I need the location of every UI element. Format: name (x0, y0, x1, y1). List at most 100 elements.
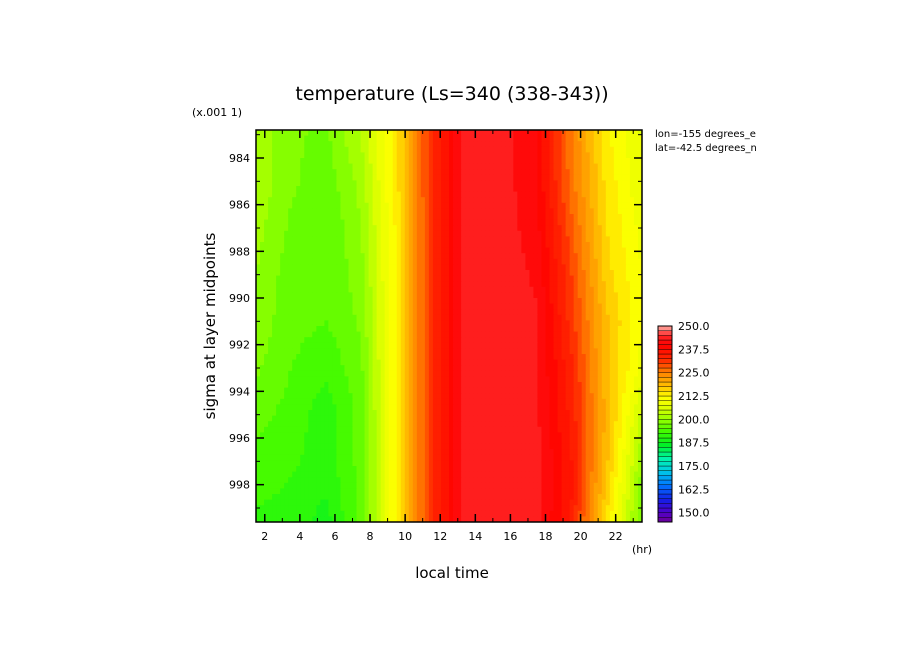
heat-cell (336, 152, 342, 159)
heat-cell (545, 359, 551, 366)
heat-cell (344, 158, 350, 165)
heat-cell (316, 298, 321, 305)
heat-cell (424, 286, 430, 293)
heat-cell (404, 191, 410, 198)
heat-cell (485, 393, 490, 400)
heat-cell (605, 292, 611, 299)
heat-cell (268, 180, 273, 187)
heat-cell (420, 258, 426, 265)
heat-cell (276, 219, 281, 226)
heat-cell (428, 331, 434, 338)
heat-cell (404, 275, 410, 282)
heat-cell (573, 242, 579, 249)
heat-cell (400, 158, 406, 165)
heat-cell (545, 348, 551, 355)
heat-cell (324, 152, 329, 159)
heat-cell (384, 309, 390, 316)
heat-cell (529, 415, 535, 422)
heat-cell (256, 415, 261, 422)
heat-cell (404, 298, 410, 305)
heat-cell (541, 404, 547, 411)
heat-cell (280, 370, 285, 377)
heat-cell (440, 163, 446, 170)
heat-cell (364, 202, 370, 209)
heat-cell (553, 208, 559, 215)
heat-cell (256, 393, 261, 400)
heat-cell (477, 208, 482, 215)
heat-cell (497, 169, 502, 176)
heat-cell (320, 275, 325, 282)
heat-cell (605, 326, 611, 333)
heat-cell (308, 186, 313, 193)
heat-cell (296, 376, 301, 383)
heat-cell (352, 398, 358, 405)
heat-cell (613, 152, 619, 159)
heat-cell (400, 242, 406, 249)
heat-cell (541, 298, 547, 305)
heat-cell (344, 292, 350, 299)
heat-cell (304, 354, 309, 361)
heat-cell (364, 158, 370, 165)
heat-cell (312, 376, 317, 383)
heat-cell (461, 202, 466, 209)
heat-cell (637, 337, 642, 344)
heat-cell (336, 404, 342, 411)
heat-cell (485, 264, 490, 271)
heat-cell (593, 236, 599, 243)
heat-cell (388, 208, 394, 215)
heat-cell (637, 208, 642, 215)
heat-cell (284, 146, 289, 153)
heat-cell (268, 387, 273, 394)
heat-cell (605, 135, 611, 142)
heat-cell (513, 359, 518, 366)
heat-cell (473, 404, 478, 411)
heat-cell (336, 354, 342, 361)
heat-cell (264, 298, 269, 305)
heat-cell (473, 298, 478, 305)
heat-cell (481, 169, 486, 176)
heat-cell (481, 219, 486, 226)
heat-cell (416, 303, 422, 310)
heat-cell (493, 270, 498, 277)
heat-cell (432, 404, 438, 411)
heat-cell (525, 275, 531, 282)
heat-cell (481, 314, 486, 321)
heat-cell (320, 169, 325, 176)
heat-cell (344, 337, 350, 344)
heat-cell (272, 169, 277, 176)
heat-cell (256, 331, 261, 338)
heat-cell (489, 230, 494, 237)
heat-cell (465, 191, 470, 198)
heat-cell (324, 253, 329, 260)
heat-cell (368, 410, 374, 417)
heat-cell (256, 326, 261, 333)
heat-cell (332, 387, 338, 394)
heat-cell (344, 202, 350, 209)
heat-cell (489, 253, 494, 260)
heat-cell (533, 342, 539, 349)
heat-cell (288, 387, 293, 394)
heat-cell (316, 326, 321, 333)
heat-cell (613, 298, 619, 305)
heat-cell (304, 242, 309, 249)
heat-cell (593, 404, 599, 411)
heat-cell (533, 298, 539, 305)
heat-cell (312, 242, 317, 249)
heat-cell (449, 230, 454, 237)
heat-cell (368, 314, 374, 321)
heat-cell (416, 398, 422, 405)
heat-cell (308, 253, 313, 260)
heat-cell (408, 387, 414, 394)
heat-cell (312, 298, 317, 305)
heat-cell (585, 387, 591, 394)
heat-cell (360, 370, 366, 377)
heat-cell (420, 314, 426, 321)
heat-cell (384, 264, 390, 271)
heat-cell (633, 169, 639, 176)
heat-cell (633, 242, 639, 249)
heat-cell (444, 348, 450, 355)
heat-cell (577, 174, 583, 181)
heat-cell (561, 348, 567, 355)
heat-cell (368, 253, 374, 260)
heat-cell (296, 174, 301, 181)
